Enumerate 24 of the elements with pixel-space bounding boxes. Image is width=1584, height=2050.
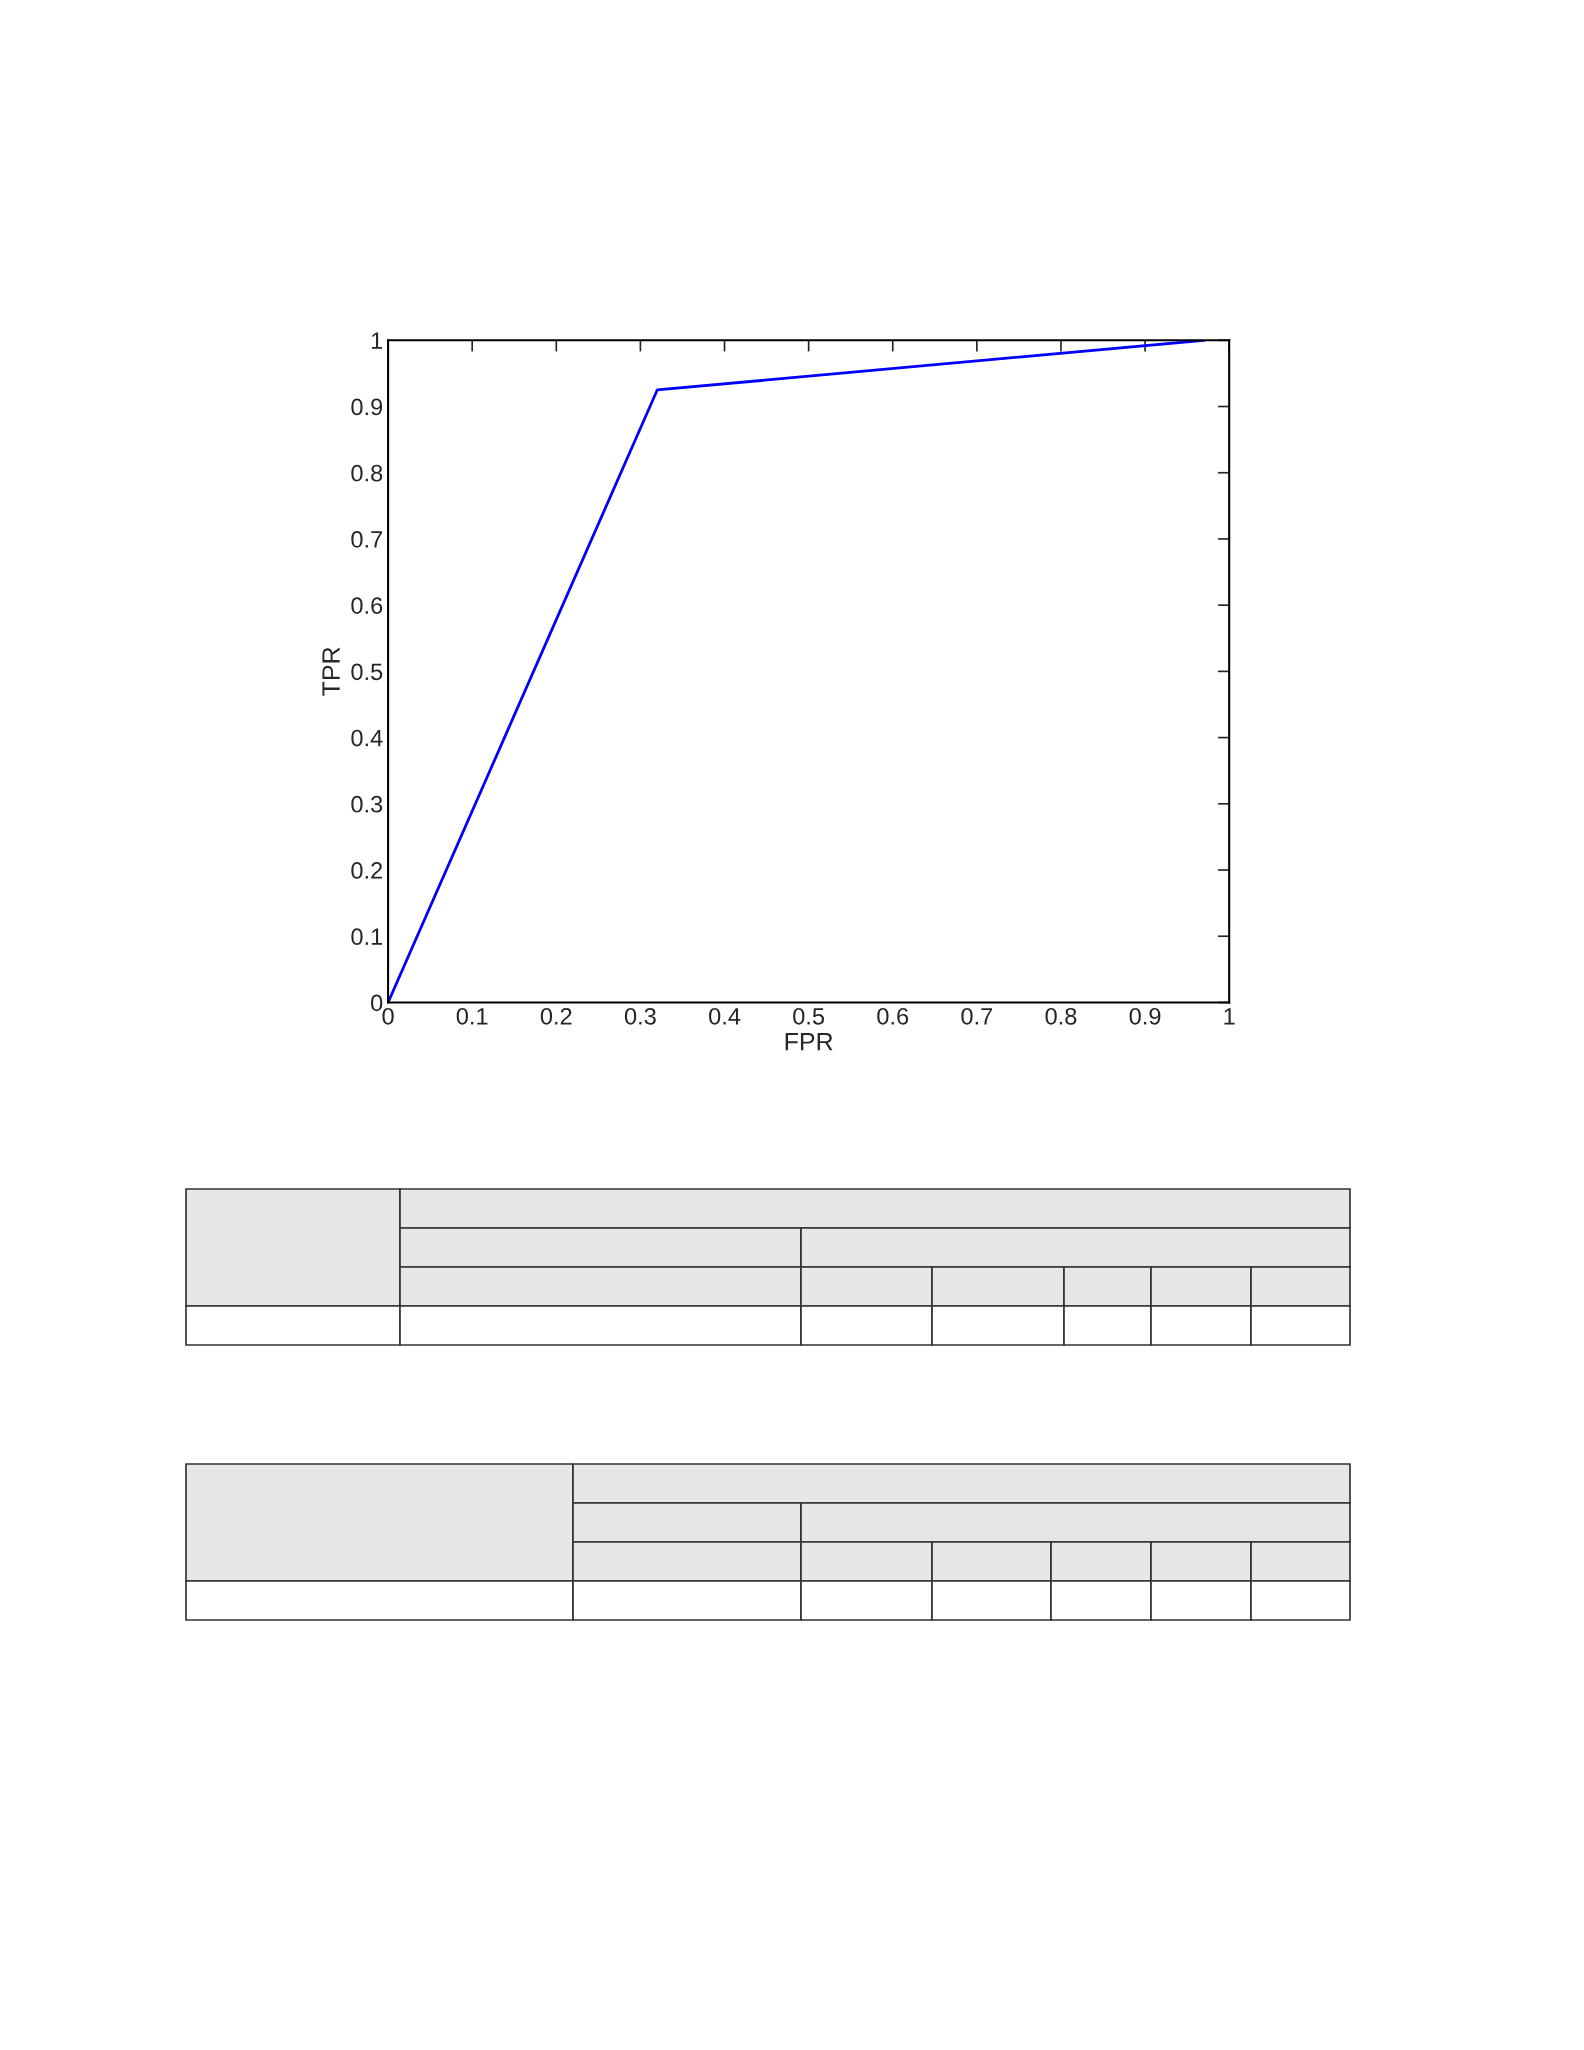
x-tick-label: 0.4 xyxy=(709,1007,741,1025)
x-tick-label: 0.9 xyxy=(1129,1007,1161,1025)
y-tick-label: 0.2 xyxy=(351,862,383,879)
x-tick-label: 0 xyxy=(382,1007,394,1025)
y-tick-label: 0.3 xyxy=(351,795,383,813)
y-tick-label: 0.1 xyxy=(351,928,383,946)
x-axis-title: FPR xyxy=(785,1033,833,1051)
y-tick-label: 0.8 xyxy=(351,464,383,482)
y-tick-label: 0.6 xyxy=(351,597,383,614)
x-tick-label: 0.3 xyxy=(624,1007,656,1025)
y-tick-label: 1 xyxy=(371,332,383,349)
x-tick-label: 0.8 xyxy=(1045,1007,1077,1025)
y-tick-label: 0 xyxy=(371,994,383,1012)
y-tick-label: 0.5 xyxy=(351,663,383,681)
x-tick-label: 0.1 xyxy=(456,1007,488,1025)
y-tick-label: 0.7 xyxy=(351,531,383,548)
x-tick-label: 0.5 xyxy=(793,1007,825,1025)
x-tick-label: 1 xyxy=(1224,1008,1235,1025)
y-tick-label: 0.4 xyxy=(351,729,383,747)
x-tick-label: 0.7 xyxy=(961,1007,993,1025)
x-tick-label: 0.6 xyxy=(877,1007,909,1025)
y-tick-label: 0.9 xyxy=(351,398,383,416)
x-tick-label: 0.2 xyxy=(540,1007,572,1025)
y-axis-title: TPR xyxy=(322,647,340,696)
